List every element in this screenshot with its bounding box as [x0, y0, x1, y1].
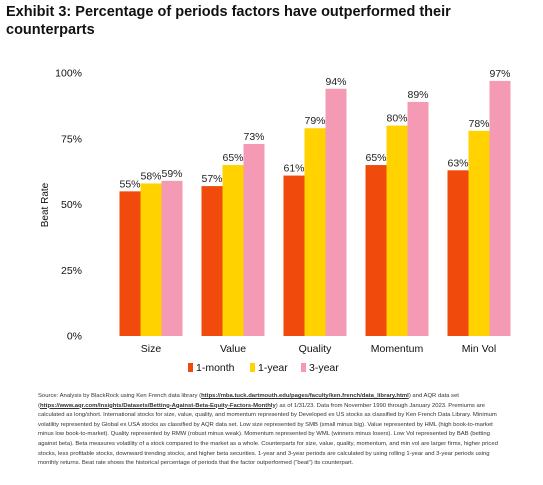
y-tick-label: 100% [55, 68, 82, 80]
bar-data-label: 63% [447, 157, 468, 169]
legend-label: 1-month [196, 362, 235, 374]
bar-data-label: 73% [243, 131, 264, 143]
x-tick-label: Momentum [371, 343, 424, 355]
bar-data-label: 79% [304, 115, 325, 127]
bar-3-year-min-vol [489, 80, 511, 336]
bar-data-label: 97% [489, 68, 510, 80]
legend-swatch-1-year [250, 363, 255, 372]
bar-1-month-size [119, 191, 141, 336]
source-text-2: ) and AQR data set ( [38, 393, 459, 409]
chart-legend: 1-month 1-year 3-year [188, 362, 339, 374]
bar-series [119, 80, 511, 337]
bar-data-label: 89% [407, 89, 428, 101]
bar-data-label: 78% [468, 118, 489, 130]
bar-chart: Beat Rate 0%25%50%75%100% 55%58% 59% 57%65… [40, 68, 511, 375]
bar-1-year-quality [304, 128, 326, 336]
ken-french-link[interactable]: https://mba.tuck.dartmouth.edu/pages/fac… [201, 393, 409, 399]
y-tick-label: 0% [67, 331, 82, 343]
x-tick-label: Min Vol [462, 343, 496, 355]
bar-1-month-min-vol [447, 170, 469, 336]
source-text-3: ) as of 1/31/23. Data from November 1990… [38, 402, 498, 467]
bar-1-month-quality [283, 175, 305, 336]
bar-1-year-value [222, 165, 244, 336]
bar-data-labels: 55%58% 59% 57%65%73%61%79%94%65%80%89%63%7… [119, 68, 510, 190]
bar-data-label: 80% [386, 113, 407, 125]
bar-data-label: 65% [222, 152, 243, 164]
y-tick-label: 25% [61, 265, 82, 277]
chart-title: Exhibit 3: Percentage of periods factors… [6, 4, 451, 38]
bar-3-year-momentum [407, 101, 429, 337]
source-note: Source: Analysis by BlackRock using Ken … [38, 392, 508, 469]
bar-1-year-min-vol [468, 130, 490, 336]
x-tick-label: Size [141, 343, 162, 355]
legend-swatch-1-month [188, 363, 193, 372]
bar-1-year-size [140, 183, 162, 336]
bar-3-year-quality [325, 88, 347, 336]
y-axis-label: Beat Rate [40, 182, 51, 227]
bar-1-month-momentum [365, 165, 387, 336]
legend-label: 1-year [258, 362, 288, 374]
y-axis-ticks: 0% 25% 50% 75% 100% [55, 68, 82, 343]
bar-data-label: 57% [201, 173, 222, 185]
bar-1-year-momentum [386, 125, 408, 336]
bar-data-label: 65% [365, 152, 386, 164]
bar-data-label: 55% [119, 178, 140, 190]
x-tick-label: Value [220, 343, 246, 355]
bar-3-year-size [161, 180, 183, 336]
bar-data-label: 94% [325, 76, 346, 88]
bar-data-label: 61% [283, 163, 304, 175]
bar-3-year-value [243, 144, 265, 336]
source-text-1: Source: Analysis by BlackRock using Ken … [38, 393, 202, 399]
x-tick-label: Quality [299, 343, 332, 355]
y-tick-label: 50% [61, 199, 82, 211]
legend-swatch-3-year [301, 363, 306, 372]
legend-label: 3-year [309, 362, 339, 374]
aqr-link[interactable]: https://www.aqr.com/Insights/Datasets/Be… [39, 402, 276, 409]
bar-1-month-value [201, 186, 223, 336]
x-axis-ticks: Size Value Quality Momentum Min Vol [141, 343, 496, 355]
bar-data-label: 58% [140, 170, 161, 182]
bar-data-label: 59% [161, 168, 182, 180]
y-tick-label: 75% [61, 133, 82, 145]
